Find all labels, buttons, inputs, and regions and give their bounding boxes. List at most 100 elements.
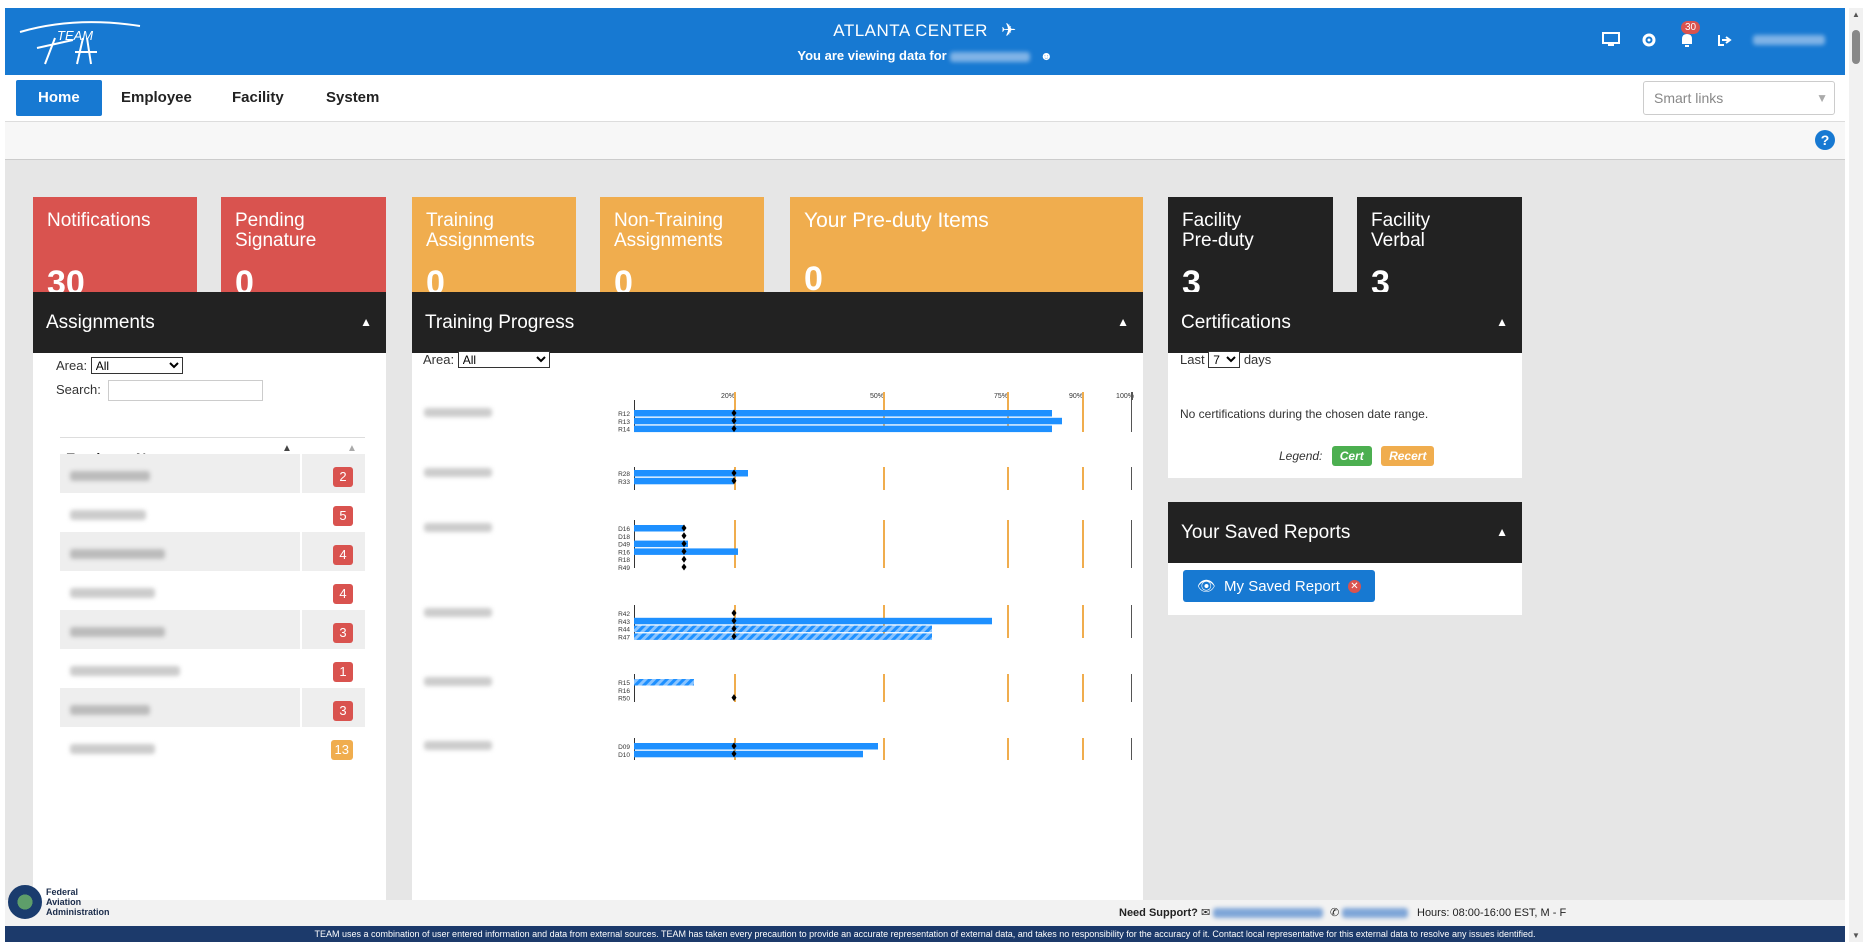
panel-title: Assignments: [46, 312, 155, 333]
redacted-support-email[interactable]: [1213, 908, 1323, 918]
count-badge[interactable]: 5: [333, 506, 353, 526]
milestone-line-100: [1131, 400, 1132, 432]
table-row[interactable]: 3: [60, 610, 365, 655]
scroll-up-icon[interactable]: ▲: [1852, 10, 1860, 19]
search-label: Search:: [56, 381, 101, 397]
support-bar: Need Support? ✉ ✆ Hours: 08:00-16:00 EST…: [5, 900, 1845, 926]
header-center: ATLANTA CENTER ✈ You are viewing data fo…: [5, 20, 1845, 63]
saved-reports-header[interactable]: Your Saved Reports ▲: [1168, 502, 1522, 563]
progress-bar: [634, 679, 694, 686]
help-icon[interactable]: ?: [1815, 130, 1835, 150]
milestone-line: [1007, 520, 1009, 568]
nav-home[interactable]: Home: [16, 80, 102, 116]
count-badge[interactable]: 13: [330, 740, 353, 760]
remove-report-icon[interactable]: ✕: [1347, 579, 1361, 593]
milestone-line: [1082, 605, 1084, 638]
gear-icon[interactable]: [1639, 30, 1659, 50]
count-badge[interactable]: 1: [333, 662, 353, 682]
app-header: TEAM ATLANTA CENTER ✈ You are viewing da…: [5, 8, 1845, 75]
position-label: D49: [618, 542, 630, 549]
milestone-line-100: [1131, 674, 1132, 702]
sign-out-icon[interactable]: [1715, 30, 1735, 50]
panel-title: Your Saved Reports: [1181, 522, 1351, 543]
days-select[interactable]: 7: [1208, 351, 1241, 368]
milestone-tick: [1082, 392, 1084, 400]
legend-recert: Recert: [1381, 446, 1435, 466]
assignments-panel: Assignments ▲ Area: All Search: Employee…: [33, 292, 386, 900]
header-icons: 30: [1601, 21, 1825, 50]
nav-employee[interactable]: Employee: [121, 89, 192, 106]
progress-bar: [634, 633, 932, 640]
milestone-line: [1007, 674, 1009, 702]
days-filter: Last 7 days: [1180, 351, 1271, 368]
table-row[interactable]: 3: [60, 688, 365, 733]
envelope-icon: ✉: [1201, 907, 1211, 919]
table-row[interactable]: 1: [60, 649, 365, 694]
panel-title: Certifications: [1181, 312, 1291, 333]
scroll-down-icon[interactable]: ▼: [1852, 931, 1860, 940]
employee-name-cell: [60, 610, 300, 654]
tile-label: Facility Verbal: [1371, 210, 1431, 251]
collapse-icon[interactable]: ▲: [360, 315, 372, 329]
position-label: R42: [618, 611, 630, 618]
collapse-icon[interactable]: ▲: [1496, 525, 1508, 539]
user-switch-icon[interactable]: ☻: [1039, 49, 1053, 63]
area-select[interactable]: All: [457, 351, 550, 368]
redacted-trainee-name: [424, 523, 492, 532]
display-monitor-icon[interactable]: [1601, 30, 1621, 50]
legend-cert: Cert: [1331, 446, 1372, 466]
table-row[interactable]: 4: [60, 532, 365, 577]
training-progress-panel: Training Progress ▲ Area: All 20% 50% 75% 9…: [412, 292, 1143, 900]
milestone-label: 100%: [1116, 393, 1134, 400]
nav-facility[interactable]: Facility: [232, 89, 284, 106]
nav-system[interactable]: System: [326, 89, 380, 106]
position-label: R18: [618, 557, 630, 564]
milestone-tick: [1007, 392, 1009, 400]
redacted-trainee-name: [424, 677, 492, 686]
area-label: Area:: [423, 352, 455, 367]
faa-name: Federal Aviation Administration: [46, 887, 110, 917]
milestone-line: [883, 738, 885, 760]
certifications-header[interactable]: Certifications ▲: [1168, 292, 1522, 353]
collapse-icon[interactable]: ▲: [1117, 315, 1129, 329]
table-row[interactable]: 4: [60, 571, 365, 616]
smart-links-dropdown[interactable]: Smart links ▼: [1643, 81, 1835, 115]
tile-label: Your Pre-duty Items: [804, 209, 989, 232]
collapse-icon[interactable]: ▲: [1496, 315, 1508, 329]
days-label: days: [1243, 352, 1272, 367]
team-logo[interactable]: TEAM: [15, 14, 145, 72]
assignments-header[interactable]: Assignments ▲: [33, 292, 386, 353]
progress-bar: [634, 425, 1052, 433]
saved-reports-panel: Your Saved Reports ▲ 👁 My Saved Report ✕: [1168, 502, 1522, 615]
milestone-line: [1007, 738, 1009, 760]
count-cell: 1: [302, 649, 365, 693]
position-label: D10: [618, 752, 630, 759]
milestone-line: [734, 674, 736, 702]
page-scrollbar[interactable]: ▲ ▼: [1849, 8, 1863, 942]
count-badge[interactable]: 3: [333, 701, 353, 721]
training-progress-header[interactable]: Training Progress ▲: [412, 292, 1143, 353]
position-label: R16: [618, 688, 630, 695]
redacted-trainee-name: [424, 468, 492, 477]
table-row[interactable]: 13: [60, 727, 365, 772]
position-label: R44: [618, 627, 630, 634]
notification-count-badge: 30: [1681, 21, 1701, 34]
milestone-marker: [731, 425, 737, 433]
search-filter: Search:: [56, 380, 264, 401]
progress-bar: [634, 477, 734, 485]
redacted-support-phone[interactable]: [1342, 908, 1408, 918]
count-badge[interactable]: 2: [333, 467, 353, 487]
search-input[interactable]: [108, 380, 264, 401]
table-row[interactable]: 2: [60, 454, 365, 499]
table-row[interactable]: 5: [60, 493, 365, 538]
count-badge[interactable]: 3: [333, 623, 353, 643]
count-badge[interactable]: 4: [333, 545, 353, 565]
count-badge[interactable]: 4: [333, 584, 353, 604]
milestone-marker: [731, 742, 737, 750]
area-select[interactable]: All: [90, 357, 183, 374]
my-saved-report-button[interactable]: 👁 My Saved Report ✕: [1183, 570, 1375, 602]
axis-line: [634, 674, 635, 702]
position-label: D09: [618, 744, 630, 751]
scroll-thumb[interactable]: [1852, 30, 1860, 64]
bell-icon[interactable]: 30: [1677, 21, 1701, 50]
